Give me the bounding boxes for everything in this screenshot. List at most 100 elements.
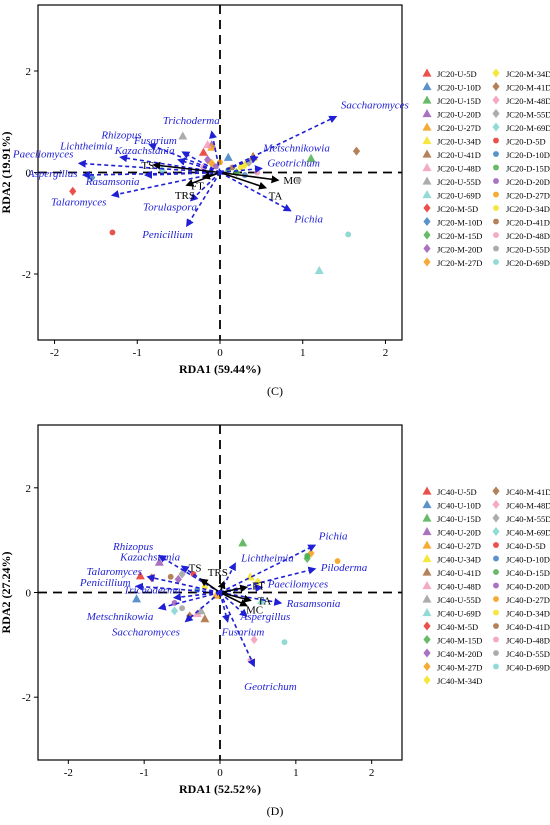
legend-label: JC20-D-34D [506,204,550,214]
legend-marker [422,95,432,104]
legend-marker [492,500,500,509]
species-arrow [219,115,338,174]
species-label: Trichoderma [163,115,220,127]
legend-marker [423,257,431,267]
legend-marker [493,569,499,575]
legend-marker [423,662,431,671]
legend-label: JC40-M-48D [506,501,550,511]
x-axis-label: RDA1 (52.52%) [179,782,261,796]
sample-point [198,147,208,156]
sample-point [178,131,188,140]
legend-label: JC20-D-15D [506,164,550,174]
species-label: Saccharomyces [341,100,409,112]
environment-arrow [185,171,221,187]
species-label: Aspergillus [240,611,291,623]
species-arrow [184,591,221,623]
legend-label: JC40-D-34D [506,609,550,619]
species-label: Aspergillus [27,168,78,180]
legend-label: JC20-M-41D [506,83,550,93]
y-axis-label: RDA2 (19.91%) [0,132,13,214]
rda-panel-d: -2 -1 0 1 2 -2 0 2 RDA1 (52.52%) RDA2 (27.24%) (D)… [0,424,403,818]
sample-point [109,229,116,236]
environment-arrow [219,591,252,603]
legend-label: JC40-D-41D [506,622,550,632]
environment-label: MC [246,605,263,617]
sample-point [196,606,206,615]
environment-label: MC [283,175,300,187]
sample-point [192,608,202,618]
origin-point [217,590,223,595]
legend-marker [422,68,432,77]
legend-label: JC20-U-55D [437,177,481,187]
legend-marker [493,259,499,265]
y-tick-label: 0 [26,168,32,180]
legend-label: JC20-D-10D [506,150,550,160]
species-arrow [219,544,317,594]
legend-label: JC20-D-41D [506,218,550,228]
legend-marker [423,635,431,644]
y-tick-label: -2 [22,269,31,281]
legend-marker [422,540,432,549]
legend-label: JC40-U-27D [437,541,481,551]
panel-label: (D) [267,804,284,818]
x-tick-label: -2 [50,347,59,359]
legend-marker [493,164,499,171]
legend-marker [422,163,432,172]
x-tick-label: 2 [383,347,389,359]
species-arrow [110,171,221,198]
legend-marker [423,203,431,213]
species-label: Penicillium [141,229,193,241]
legend-label: JC40-M-5D [437,622,478,632]
legend-label: JC40-D-5D [506,541,546,551]
legend-label: JC20-M-5D [437,204,478,214]
legend-label: JC20-U-69D [437,191,481,201]
sample-point [174,574,182,584]
legend-label: JC40-D-55D [506,649,550,659]
species-arrow [143,170,221,179]
x-tick-label: 0 [217,347,223,359]
environment-arrow [199,578,221,594]
species-label: Fusarium [221,626,265,638]
legend-label: JC20-D-48D [506,231,550,241]
legend-label: JC20-M-48D [506,96,550,106]
species-label: Rasamsonia [85,176,140,188]
legend-label: JC40-D-10D [506,555,550,565]
legend-marker [492,513,500,523]
legend-label: JC20-M-10D [437,218,482,228]
environment-arrow [219,584,249,594]
sample-point [334,558,341,565]
species-label: Lichtheimia [59,140,113,152]
legend-label: JC20-D-27D [506,191,550,201]
legend-marker [423,244,431,253]
sample-point [200,614,210,623]
legend-label: JC20-D-69D [506,258,550,268]
legend-marker [493,205,499,211]
species-arrow [157,555,221,594]
species-label: Talaromyces [51,196,106,208]
species-label: Rhizopus [100,130,141,142]
legend-marker [493,191,499,198]
legend-marker [422,82,432,91]
legend-marker [492,95,500,105]
y-axis-label: RDA2 (27.24%) [0,552,13,634]
sample-point [207,142,217,151]
sample-point [295,177,302,184]
legend-panel-c: JC20-U-5D JC20-U-10D JC20-U-15D JC20-U-20D J… [422,68,550,268]
species-arrow [186,172,221,228]
sample-point [345,231,352,238]
legend-label: JC20-U-5D [437,69,477,79]
species-label: Geotrichum [244,681,297,693]
y-tick-label: 0 [26,588,32,600]
legend-marker [422,109,432,118]
legend-marker [493,636,499,643]
legend-marker [422,513,432,522]
environment-arrow [219,171,280,184]
environment-label: TRS [175,190,195,202]
legend-label: JC40-D-15D [506,568,550,578]
legend-marker [422,190,432,199]
x-axis-label: RDA1 (59.44%) [179,362,261,376]
sample-point [250,635,258,645]
legend-marker [493,582,499,589]
legend-label: JC40-M-41D [506,487,550,497]
sample-point [238,538,248,547]
